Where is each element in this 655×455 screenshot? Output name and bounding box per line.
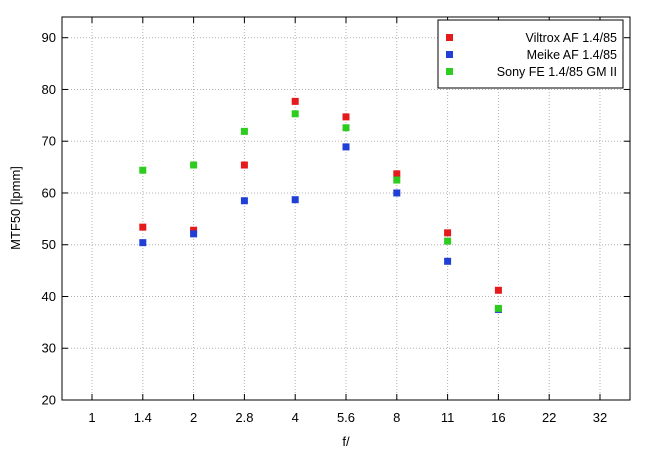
y-tick-label: 60 — [42, 185, 56, 200]
y-tick-label: 90 — [42, 30, 56, 45]
data-point-series-3 — [342, 124, 350, 132]
y-tick-labels: 20 30 40 50 60 70 80 90 — [42, 30, 56, 407]
data-point-series-2 — [444, 257, 452, 265]
x-tick-label: 1 — [88, 410, 95, 425]
data-point-series-1 — [444, 229, 452, 237]
x-tick-labels: 1 1.4 2 2.8 4 5.6 8 11 16 22 32 — [88, 410, 607, 425]
data-point-series-3 — [139, 166, 147, 174]
data-point-series-2 — [393, 189, 401, 197]
data-point-series-1 — [291, 97, 299, 105]
legend-entry: Meike AF 1.4/85 — [527, 48, 617, 62]
x-tick-label: 1.4 — [134, 410, 152, 425]
y-axis-label: MTF50 [lpmm] — [8, 166, 23, 250]
y-tick-label: 40 — [42, 289, 56, 304]
legend-box — [437, 19, 624, 89]
legend-swatch — [446, 68, 453, 75]
data-point-series-2 — [190, 230, 198, 238]
x-tick-label: 4 — [292, 410, 299, 425]
data-point-series-3 — [240, 127, 248, 135]
data-point-series-2 — [291, 196, 299, 204]
y-tick-label: 30 — [42, 341, 56, 356]
legend-entry: Sony FE 1.4/85 GM II — [497, 65, 617, 79]
data-point-series-3 — [291, 110, 299, 118]
x-tick-label: 8 — [393, 410, 400, 425]
data-point-series-3 — [494, 304, 502, 312]
data-point-series-3 — [393, 176, 401, 184]
y-tick-label: 20 — [42, 393, 56, 408]
data-point-series-1 — [139, 223, 147, 231]
x-tick-label: 5.6 — [337, 410, 355, 425]
x-tick-label: 11 — [441, 410, 455, 425]
legend-entry: Viltrox AF 1.4/85 — [526, 31, 618, 45]
data-point-series-2 — [240, 197, 248, 205]
y-tick-label: 50 — [42, 237, 56, 252]
x-axis-label: f/ — [342, 434, 350, 449]
x-tick-label: 2 — [190, 410, 197, 425]
legend: Viltrox AF 1.4/85 Meike AF 1.4/85 Sony FE … — [437, 19, 624, 89]
data-points — [139, 97, 502, 313]
data-point-series-1 — [393, 170, 401, 178]
data-point-series-1 — [190, 226, 198, 234]
x-tick-label: 22 — [542, 410, 556, 425]
data-point-series-1 — [494, 286, 502, 294]
legend-swatch — [446, 34, 453, 41]
data-point-series-1 — [240, 161, 248, 169]
data-point-series-2 — [139, 239, 147, 247]
x-tick-label: 2.8 — [235, 410, 253, 425]
data-point-series-3 — [444, 237, 452, 245]
data-point-series-3 — [190, 161, 198, 169]
y-tick-label: 80 — [42, 82, 56, 97]
x-tick-label: 32 — [593, 410, 607, 425]
legend-swatch — [446, 51, 453, 58]
data-point-series-2 — [342, 143, 350, 151]
y-tick-label: 70 — [42, 134, 56, 149]
data-point-series-1 — [342, 113, 350, 121]
x-tick-label: 16 — [491, 410, 505, 425]
